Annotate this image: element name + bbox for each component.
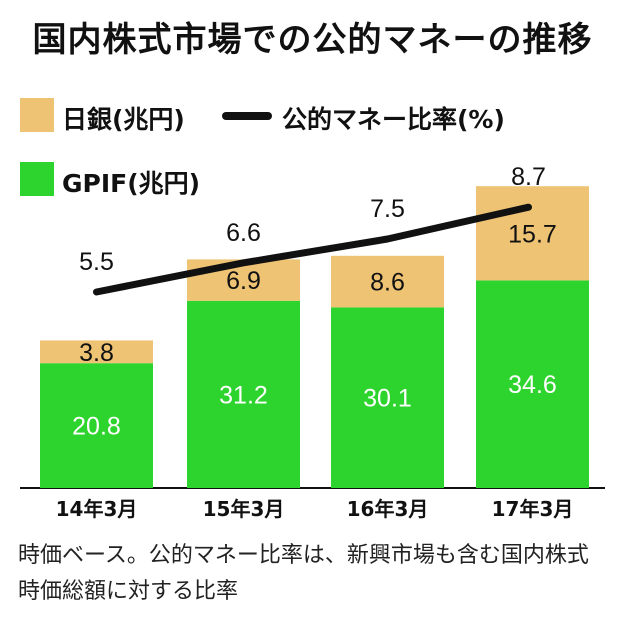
caption-line-1: 時価ベース。公的マネー比率は、新興市場も含む国内株式: [18, 543, 589, 568]
bar-boj-0: [40, 340, 153, 364]
caption: 時価ベース。公的マネー比率は、新興市場も含む国内株式 時価総額に対する比率: [18, 538, 618, 610]
x-tick-label-3: 17年3月: [492, 497, 574, 521]
data-label-boj-2: 8.6: [370, 269, 405, 297]
legend-swatch-boj: [20, 98, 54, 132]
data-label-gpif-2: 30.1: [363, 385, 412, 413]
ratio-line: [93, 203, 532, 296]
legend-swatch-ratio: [222, 112, 272, 120]
bar-gpif-1: [187, 300, 300, 488]
legend-label-boj: 日銀(兆円): [62, 105, 185, 134]
ratio-label-0: 5.5: [79, 248, 114, 276]
ratio-label-1: 6.6: [226, 219, 261, 247]
data-label-gpif-0: 20.8: [72, 413, 121, 441]
bar-boj-2: [331, 255, 444, 308]
ratio-label-3: 8.7: [511, 163, 546, 191]
bar-boj-3: [476, 186, 589, 281]
legend-label-gpif: GPIF(兆円): [62, 169, 201, 198]
caption-line-2: 時価総額に対する比率: [18, 579, 239, 604]
bar-gpif-2: [331, 307, 444, 488]
legend-label-ratio: 公的マネー比率(%): [282, 105, 505, 134]
legend-swatch-gpif: [20, 162, 54, 196]
x-tick-label-2: 16年3月: [347, 497, 429, 521]
chart-title: 国内株式市場での公的マネーの推移: [32, 20, 593, 60]
data-label-boj-1: 6.9: [226, 267, 261, 295]
data-label-gpif-1: 31.2: [219, 381, 268, 409]
data-label-gpif-3: 34.6: [508, 371, 557, 399]
bar-gpif-3: [476, 280, 589, 488]
x-tick-label-0: 14年3月: [56, 497, 138, 521]
ratio-label-2: 7.5: [370, 195, 405, 223]
data-label-boj-3: 15.7: [508, 220, 557, 248]
data-label-boj-0: 3.8: [79, 339, 114, 367]
x-tick-label-1: 15年3月: [203, 497, 285, 521]
bar-gpif-0: [40, 363, 153, 488]
